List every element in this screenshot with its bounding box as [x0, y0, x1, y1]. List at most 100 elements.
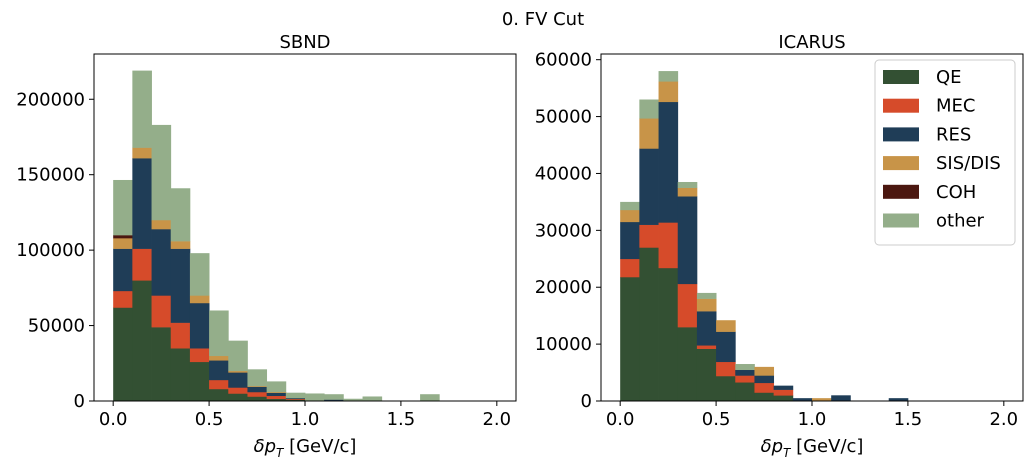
sbnd-bar-qe-bin-5 — [209, 388, 229, 402]
icarus-xtick-label: 0.5 — [702, 409, 731, 430]
icarus-bar-sisdis-bin-0 — [620, 209, 640, 223]
icarus-bar-res-bin-14 — [888, 398, 909, 402]
sbnd-bar-qe-bin-7 — [247, 396, 268, 402]
sbnd-bar-res-bin-11 — [324, 399, 344, 401]
chart-sbnd: SBND 0.0 0.5 1.0 1.5 2.0 0 50000 100000 150000 20… — [16, 32, 517, 460]
sbnd-xtick-label: 0.0 — [99, 409, 128, 430]
sbnd-bar-qe-bin-2 — [151, 327, 172, 402]
icarus-bar-qe-bin-1 — [639, 247, 659, 402]
icarus-ytick-label: 20000 — [535, 277, 592, 298]
sbnd-bar-qe-bin-1 — [132, 280, 152, 402]
sbnd-bar-mec-bin-0 — [113, 290, 133, 308]
sbnd-bar-mec-bin-3 — [170, 322, 191, 349]
legend-label: COH — [936, 182, 976, 203]
icarus-bar-qe-bin-3 — [677, 327, 698, 402]
sbnd-bar-qe-bin-4 — [189, 361, 210, 402]
sbnd-bar-coh-bin-0 — [113, 235, 133, 239]
sbnd-bar-sisdis-bin-2 — [151, 219, 172, 230]
sbnd-bar-res-bin-6 — [228, 372, 248, 388]
icarus-xlabel-subscript: T — [783, 446, 792, 460]
sbnd-ytick-label: 150000 — [16, 165, 85, 186]
icarus-bar-sisdis-bin-4 — [696, 298, 717, 312]
icarus-bar-res-bin-8 — [773, 385, 794, 390]
icarus-ytick-label: 10000 — [535, 334, 592, 355]
sbnd-bar-sisdis-bin-6 — [228, 370, 248, 373]
sbnd-bar-other-bin-0 — [113, 179, 133, 236]
icarus-bar-mec-bin-1 — [639, 224, 659, 248]
icarus-bar-other-bin-3 — [677, 181, 698, 188]
sbnd-bar-mec-bin-8 — [266, 395, 287, 400]
legend-label: SIS/DIS — [936, 153, 1001, 174]
icarus-xlabel-symbol: δp — [761, 436, 783, 457]
icarus-bar-qe-bin-2 — [658, 267, 679, 402]
icarus-bar-res-bin-5 — [716, 331, 736, 363]
icarus-bar-other-bin-4 — [696, 292, 717, 299]
icarus-bar-other-bin-0 — [620, 201, 640, 211]
sbnd-bar-mec-bin-2 — [151, 295, 172, 328]
icarus-xtick-label: 2.0 — [989, 409, 1018, 430]
sbnd-bar-sisdis-bin-0 — [113, 238, 133, 249]
sbnd-bar-res-bin-1 — [132, 158, 152, 249]
sbnd-bar-sisdis-bin-4 — [189, 295, 210, 304]
icarus-bar-res-bin-6 — [735, 369, 755, 376]
legend-swatch — [883, 213, 919, 228]
sbnd-bar-qe-bin-3 — [170, 348, 191, 402]
sbnd-bar-other-bin-5 — [209, 310, 229, 357]
sbnd-xtick-label: 0.5 — [195, 409, 224, 430]
sbnd-bar-mec-bin-7 — [247, 391, 268, 397]
sbnd-bar-res-bin-3 — [170, 248, 191, 323]
sbnd-bars — [113, 70, 440, 402]
icarus-bar-res-bin-7 — [754, 375, 775, 384]
sbnd-bar-mec-bin-6 — [228, 387, 248, 394]
legend-swatch — [883, 184, 919, 199]
sbnd-bar-res-bin-0 — [113, 248, 133, 292]
icarus-bar-res-bin-11 — [831, 395, 851, 402]
sbnd-bar-res-bin-4 — [189, 302, 210, 349]
sbnd-bar-qe-bin-8 — [266, 398, 287, 402]
sbnd-bar-res-bin-8 — [266, 392, 287, 397]
icarus-bar-sisdis-bin-3 — [677, 187, 698, 197]
legend-label: QE — [936, 67, 962, 88]
sbnd-bar-other-bin-12 — [343, 398, 363, 402]
sbnd-bar-other-bin-16 — [420, 394, 440, 402]
sbnd-xlabel-subscript: T — [276, 446, 285, 460]
icarus-plot-frame — [600, 53, 1024, 402]
icarus-xtick-label: 0.0 — [606, 409, 635, 430]
legend-swatch — [883, 127, 919, 142]
legend-label: other — [936, 211, 985, 232]
sbnd-bar-other-bin-7 — [247, 369, 268, 387]
icarus-bar-res-bin-2 — [658, 101, 679, 223]
icarus-ticks: 0.0 0.5 1.0 1.5 2.0 0 10000 20000 30000 40000 5000… — [535, 50, 1018, 430]
sbnd-bar-mec-bin-5 — [209, 379, 229, 390]
icarus-bar-mec-bin-7 — [754, 382, 775, 393]
icarus-bar-qe-bin-6 — [735, 382, 755, 402]
sbnd-bar-sisdis-bin-3 — [170, 241, 191, 249]
icarus-bar-qe-bin-8 — [773, 395, 794, 402]
sbnd-bar-qe-bin-6 — [228, 393, 248, 402]
sbnd-plot-frame — [93, 53, 517, 402]
icarus-legend: QE MEC RES SIS/DIS COH other — [874, 59, 1016, 246]
sbnd-ytick-label: 200000 — [16, 89, 85, 110]
sbnd-xlabel: δpT [GeV/c] — [254, 436, 357, 460]
sbnd-xtick-label: 1.5 — [387, 409, 416, 430]
icarus-bar-other-bin-2 — [658, 71, 679, 82]
icarus-ytick-label: 30000 — [535, 220, 592, 241]
sbnd-bar-sisdis-bin-7 — [247, 385, 268, 387]
sbnd-bar-other-bin-8 — [266, 381, 287, 393]
icarus-bar-qe-bin-7 — [754, 392, 775, 402]
sbnd-xlabel-symbol: δp — [254, 436, 276, 457]
sbnd-ytick-label: 0 — [74, 391, 85, 412]
icarus-bars — [620, 71, 909, 402]
icarus-bar-res-bin-9 — [792, 398, 813, 402]
sbnd-bar-sisdis-bin-8 — [266, 391, 287, 393]
icarus-bar-qe-bin-4 — [696, 348, 717, 402]
icarus-xlabel-unit: [GeV/c] — [790, 436, 863, 457]
legend-swatch — [883, 156, 919, 171]
sbnd-bar-other-bin-1 — [132, 70, 152, 148]
icarus-xlabel: δpT [GeV/c] — [761, 436, 864, 460]
icarus-bar-mec-bin-8 — [773, 389, 794, 396]
icarus-ytick-label: 40000 — [535, 163, 592, 184]
icarus-bar-other-bin-6 — [735, 364, 755, 371]
sbnd-bar-res-bin-9 — [285, 397, 306, 400]
